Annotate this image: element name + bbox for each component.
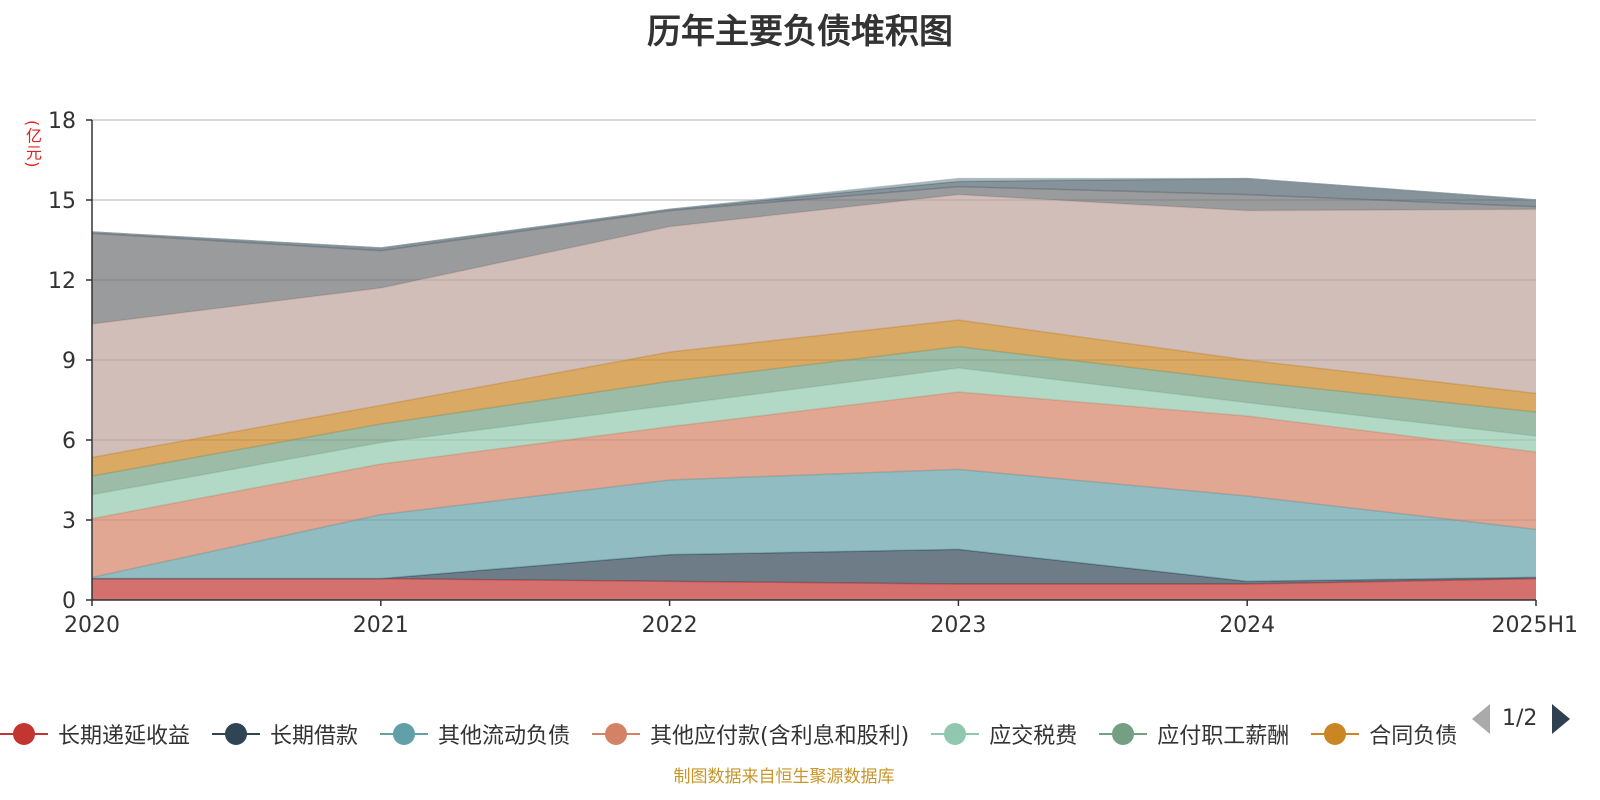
legend-label: 应交税费 [989,724,1078,749]
x-tick-label: 2020 [64,613,120,638]
legend-pager: 1/2 [1472,704,1600,734]
legend-page-indicator: 1/2 [1502,706,1538,731]
area-series-3 [92,392,1536,578]
legend-item[interactable]: 其他应付款(含利息和股利) [592,716,909,752]
area-series-line-10 [91,177,1537,249]
legend: 长期递延收益 长期借款 其他流动负债 其他应付款(含利息和股利) 应交税费 应付职工薪酬 合… [0,716,1480,752]
legend-marker-icon [592,716,641,752]
y-tick-label: 15 [48,189,76,214]
legend-label: 长期递延收益 [58,724,191,749]
area-series-8 [92,186,1536,324]
x-tick-label: 2023 [930,613,986,638]
legend-label: 长期借款 [270,724,359,749]
legend-marker-icon [212,716,261,752]
y-tick-label: 18 [48,109,76,134]
y-axis-unit-label: (亿元) [23,120,42,169]
legend-label: 其他流动负债 [438,724,571,749]
area-series-2 [92,469,1536,582]
legend-label: 其他应付款(含利息和股利) [650,724,910,749]
area-series-6 [92,320,1536,476]
x-tick-label: 2021 [353,613,409,638]
legend-marker-icon [0,716,48,752]
legend-item[interactable]: 合同负债 [1311,716,1457,752]
legend-label: 合同负债 [1369,724,1458,749]
y-tick-label: 0 [62,589,76,614]
legend-marker-icon [380,716,429,752]
legend-label: 应付职工薪酬 [1157,724,1290,749]
data-source-note: 制图数据来自恒生聚源数据库 [673,767,895,787]
y-tick-label: 12 [48,269,76,294]
legend-item[interactable]: 长期借款 [212,716,358,752]
area-series-1 [92,549,1536,584]
area-series-line-8 [91,185,1537,252]
legend-marker-icon [931,716,980,752]
legend-item[interactable]: 长期递延收益 [0,716,190,752]
legend-marker-icon [1311,716,1360,752]
area-series-7 [92,194,1536,458]
legend-item[interactable]: 应交税费 [931,716,1077,752]
legend-item[interactable]: 其他流动负债 [380,716,570,752]
y-tick-label: 3 [62,509,76,534]
area-series-4 [92,368,1536,519]
area-series-5 [92,346,1536,495]
x-tick-label: 2025H1 [1491,613,1578,638]
y-tick-label: 9 [62,349,76,374]
legend-prev-page-icon[interactable] [1472,704,1490,734]
x-tick-label: 2022 [642,613,698,638]
legend-marker-icon [1099,716,1148,752]
legend-item[interactable]: 应付职工薪酬 [1099,716,1289,752]
chart-title: 历年主要负债堆积图 [647,12,953,52]
stacked-area-chart: 0 3 6 9 12 15 18 2020 2021 2022 2023 2024 2025H1 [48,109,1578,638]
legend-next-page-icon[interactable] [1552,704,1570,734]
y-tick-label: 6 [62,429,76,454]
x-tick-label: 2024 [1219,613,1275,638]
